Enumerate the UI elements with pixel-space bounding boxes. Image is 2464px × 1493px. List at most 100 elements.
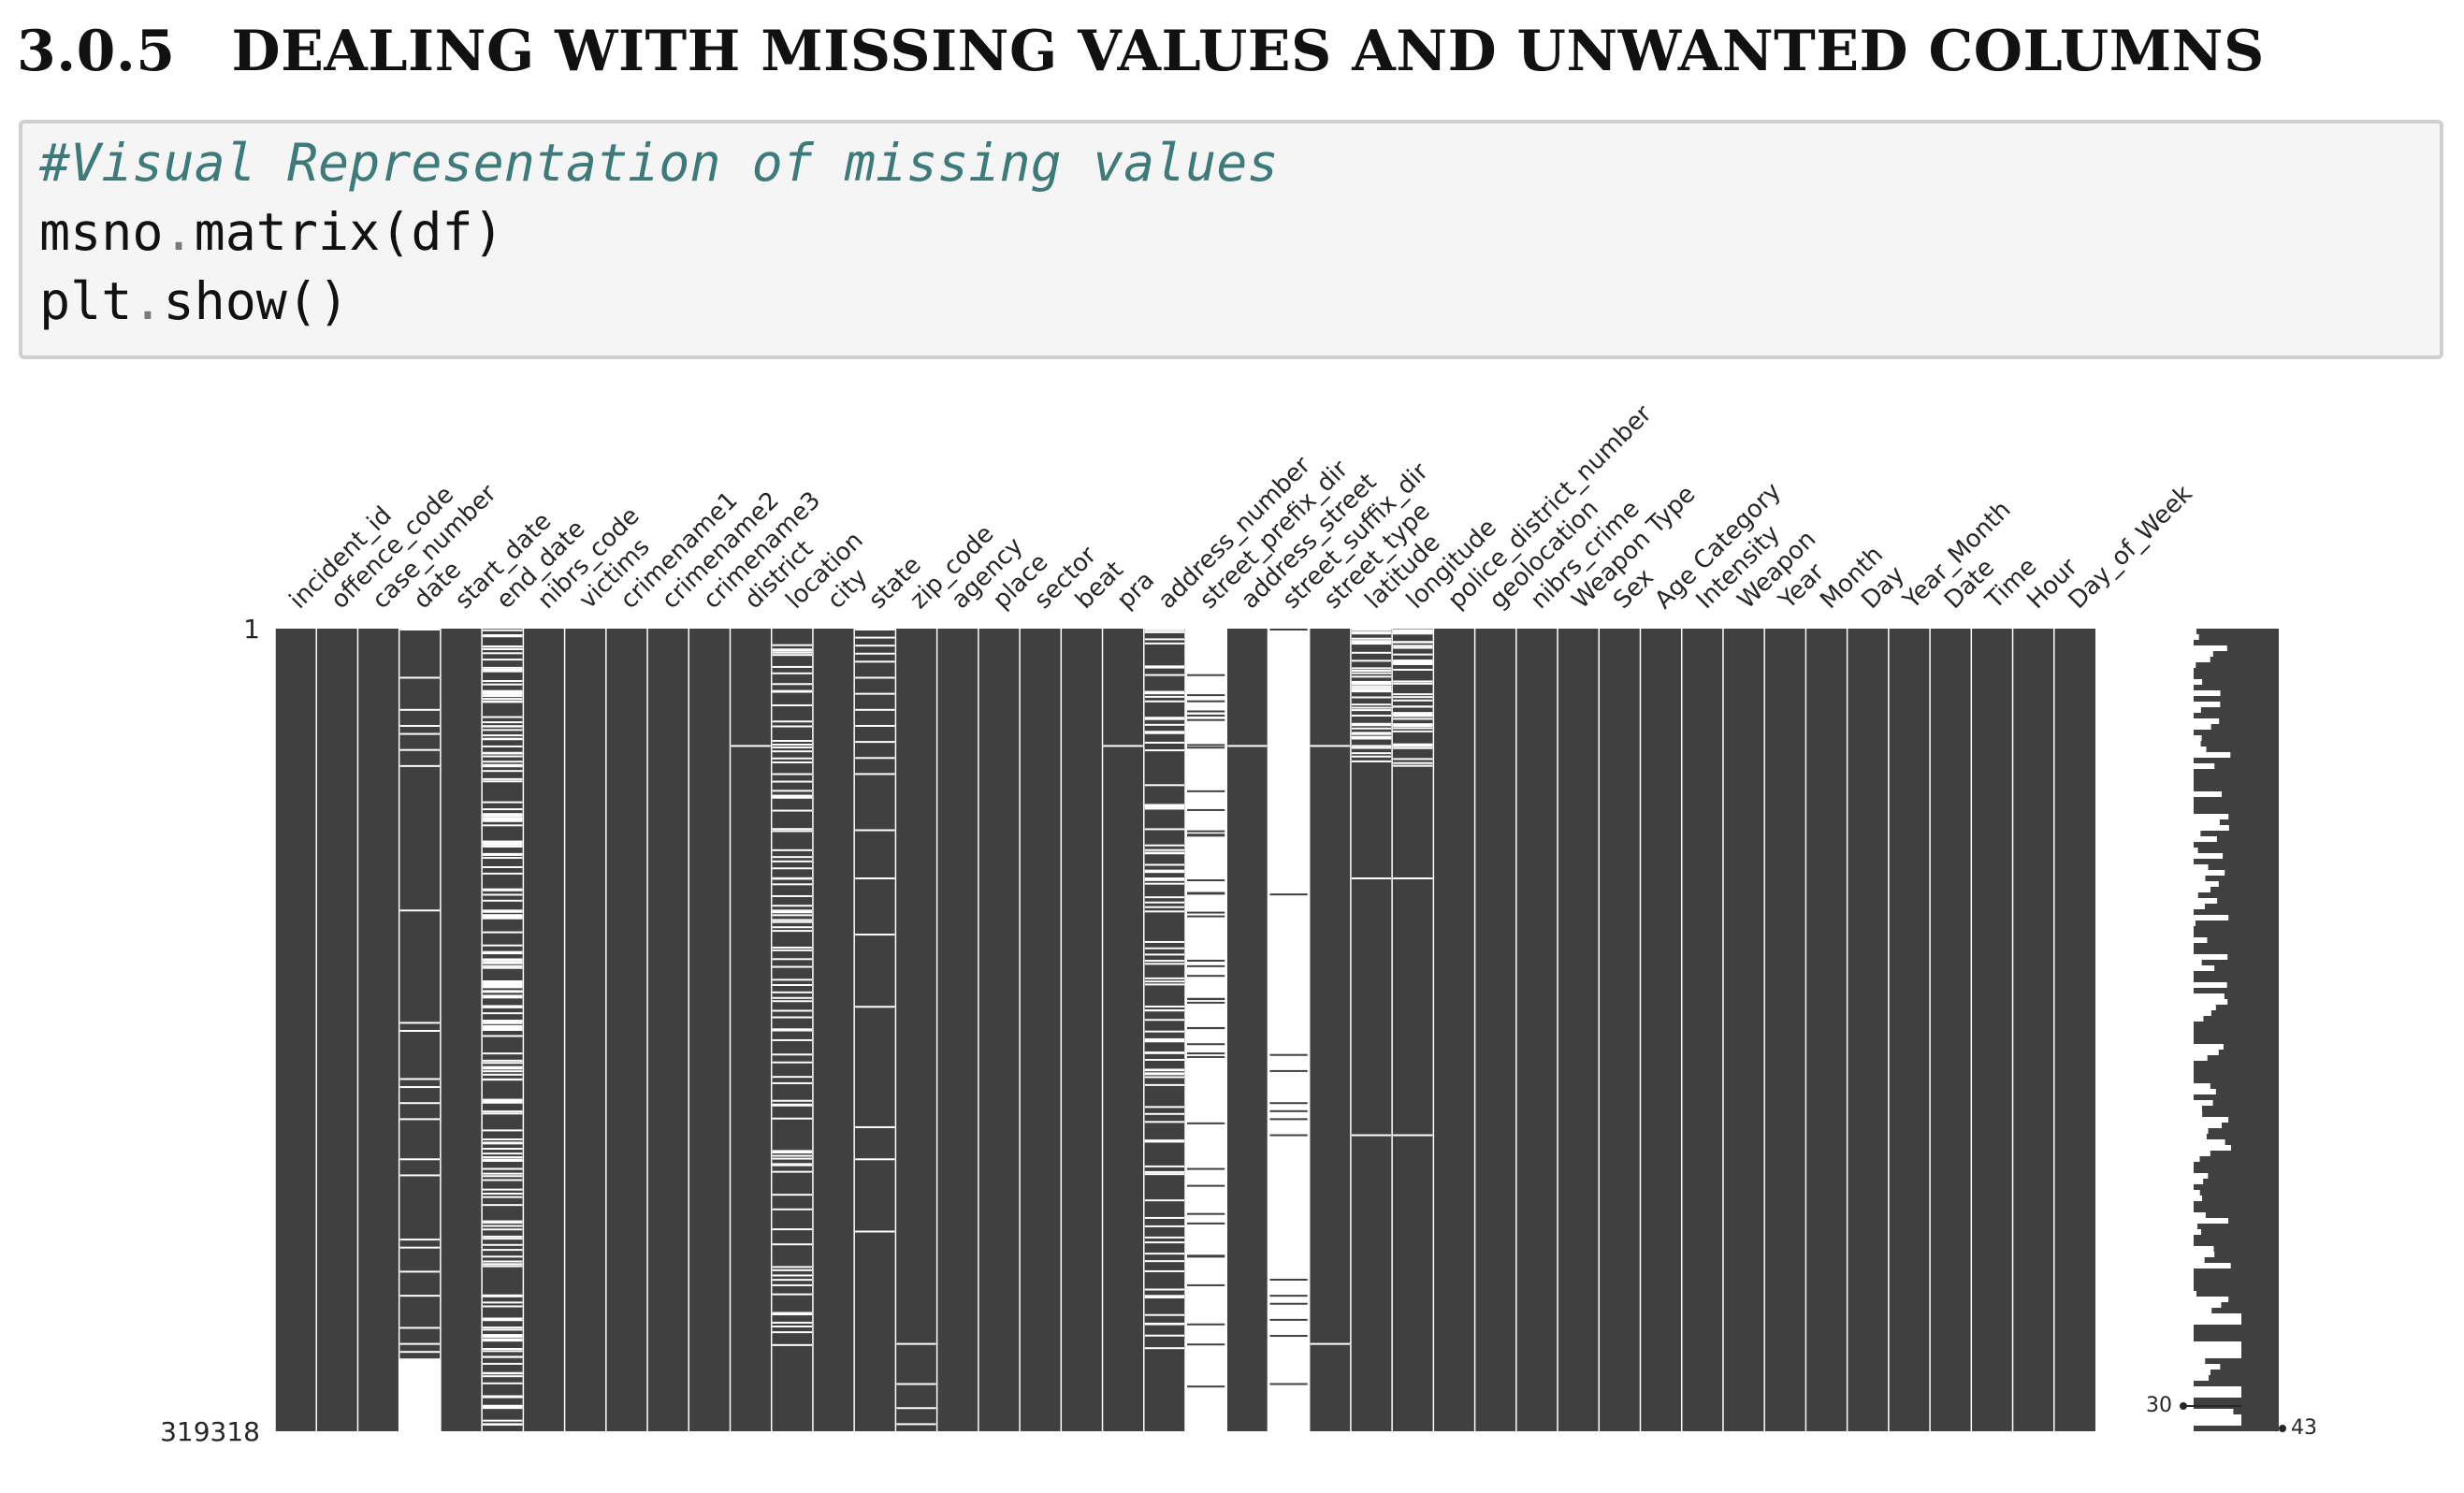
- matrix-column-bar: [688, 629, 731, 1431]
- missing-line: [1144, 1139, 1184, 1142]
- missing-line: [772, 1194, 812, 1196]
- code-cell[interactable]: #Visual Representation of missing values…: [19, 120, 2443, 359]
- missing-line: [1351, 637, 1392, 640]
- y-tick-label-bottom: 319318: [160, 1416, 260, 1447]
- missing-line: [1393, 696, 1433, 699]
- present-line: [1187, 674, 1225, 676]
- missing-line: [483, 1196, 523, 1198]
- present-line: [1187, 975, 1225, 978]
- missing-line: [483, 670, 523, 673]
- missing-line: [1144, 977, 1184, 979]
- missing-line: [1144, 1322, 1184, 1325]
- missing-line: [483, 1405, 523, 1408]
- missing-line: [483, 899, 523, 902]
- missing-line: [772, 1009, 812, 1012]
- matrix-column-bar: [1971, 629, 2013, 1431]
- missing-line: [483, 752, 523, 755]
- matrix-column: [563, 629, 606, 1431]
- matrix-column: [1763, 629, 1806, 1431]
- missing-line: [772, 654, 812, 657]
- matrix-column: [1888, 629, 1931, 1431]
- present-line: [1269, 1318, 1308, 1321]
- missing-line: [1144, 700, 1184, 703]
- sparkline-bar: [2194, 1381, 2279, 1386]
- missing-line: [399, 1270, 440, 1273]
- missing-line: [483, 1204, 523, 1207]
- missing-line: [896, 1383, 936, 1385]
- missing-line: [1351, 629, 1392, 631]
- missing-line: [483, 1260, 523, 1263]
- present-line: [1187, 1052, 1225, 1055]
- missing-line: [483, 1027, 523, 1030]
- missing-line: [772, 672, 812, 674]
- matrix-column-bar: [812, 629, 855, 1431]
- matrix-column: [522, 629, 565, 1431]
- missing-line: [483, 1062, 523, 1065]
- missing-line: [1144, 947, 1184, 949]
- missing-line: [1144, 1140, 1184, 1143]
- sparkline-bar: [2194, 674, 2279, 679]
- missing-line: [399, 724, 440, 727]
- missing-line: [1144, 844, 1184, 847]
- missing-line: [1351, 672, 1392, 674]
- missing-line: [483, 1350, 523, 1353]
- missing-line: [1144, 1051, 1184, 1054]
- matrix-column-bar: [730, 629, 772, 1431]
- code-token: matrix(df): [194, 202, 504, 262]
- missing-line: [772, 1157, 812, 1160]
- missing-line: [1351, 696, 1392, 699]
- matrix-column: [315, 629, 358, 1431]
- missing-line: [855, 741, 895, 744]
- sparkline-bar: [2194, 1280, 2279, 1285]
- sparkline-bar: [2194, 977, 2279, 982]
- sparkline-bar: [2194, 1061, 2279, 1066]
- missing-line: [483, 634, 523, 637]
- sparkline-bar: [2194, 1398, 2279, 1403]
- matrix-column-bar: [1185, 629, 1227, 1431]
- matrix-column-bar: [895, 629, 937, 1431]
- missing-line: [1351, 727, 1392, 730]
- missing-line: [483, 1148, 523, 1151]
- present-line: [1187, 744, 1225, 746]
- missing-line: [399, 909, 440, 912]
- missing-line: [1144, 692, 1184, 695]
- missing-line: [772, 690, 812, 693]
- missing-line: [772, 644, 812, 646]
- missing-line: [855, 877, 895, 879]
- missing-line: [772, 930, 812, 933]
- missing-line: [1393, 724, 1433, 727]
- missing-line: [1351, 667, 1392, 670]
- sparkline-bar: [2197, 848, 2279, 853]
- present-line: [1187, 808, 1225, 811]
- missing-line: [483, 852, 523, 855]
- matrix-column: [729, 629, 772, 1431]
- matrix-column: [646, 629, 689, 1431]
- missing-line: [483, 914, 523, 917]
- missing-line: [1144, 1069, 1184, 1072]
- missing-line: [483, 958, 523, 961]
- missing-line: [1144, 869, 1184, 872]
- missing-line: [483, 647, 523, 650]
- missing-line: [855, 629, 895, 631]
- missing-line: [1144, 848, 1184, 851]
- missing-line: [855, 645, 895, 647]
- missing-line: [483, 645, 523, 648]
- sparkline-bar: [2200, 831, 2279, 836]
- missing-line: [1393, 715, 1433, 718]
- missing-line: [1393, 705, 1433, 708]
- missing-line: [772, 1313, 812, 1316]
- missing-line: [483, 1172, 523, 1175]
- missing-line: [483, 966, 523, 969]
- present-line: [1187, 1385, 1225, 1388]
- missing-line: [772, 750, 812, 753]
- missing-line: [483, 1020, 523, 1022]
- present-line: [1187, 1254, 1225, 1257]
- missing-line: [772, 1028, 812, 1031]
- missing-line: [1351, 877, 1392, 879]
- missing-line: [772, 1321, 812, 1324]
- sparkline-bar: [2194, 786, 2279, 791]
- sparkline-bar: [2194, 1033, 2279, 1038]
- matrix-column-bar: [1805, 629, 1848, 1431]
- missing-line: [483, 840, 523, 843]
- sparkline-bar: [2194, 926, 2279, 932]
